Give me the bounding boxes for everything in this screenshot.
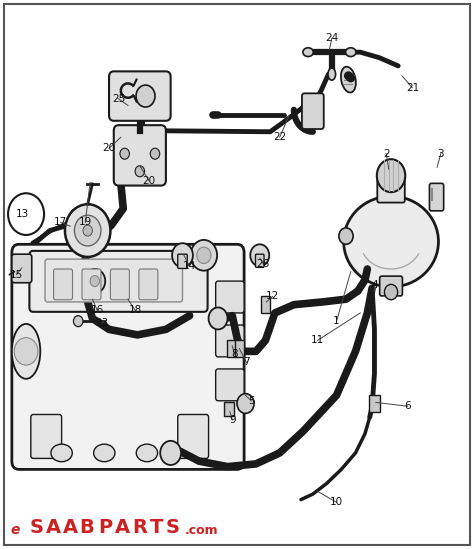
FancyBboxPatch shape — [12, 254, 32, 283]
Ellipse shape — [344, 196, 438, 287]
Text: .com: .com — [184, 524, 218, 537]
Ellipse shape — [303, 48, 313, 57]
FancyBboxPatch shape — [429, 183, 444, 211]
Circle shape — [136, 85, 155, 107]
Circle shape — [84, 269, 105, 293]
Circle shape — [250, 244, 269, 266]
Circle shape — [90, 276, 100, 287]
Text: 14: 14 — [183, 261, 196, 271]
Circle shape — [384, 284, 398, 300]
Circle shape — [65, 204, 110, 257]
Text: 9: 9 — [229, 415, 236, 425]
Circle shape — [14, 338, 38, 365]
FancyBboxPatch shape — [224, 402, 234, 417]
FancyBboxPatch shape — [261, 296, 270, 313]
FancyBboxPatch shape — [227, 340, 236, 357]
Circle shape — [191, 240, 217, 271]
Text: B: B — [79, 518, 94, 537]
FancyBboxPatch shape — [216, 325, 244, 357]
Text: 2: 2 — [383, 149, 390, 159]
Text: A: A — [46, 518, 61, 537]
Text: 19: 19 — [79, 217, 92, 227]
FancyBboxPatch shape — [178, 254, 187, 268]
Text: T: T — [150, 518, 163, 537]
Circle shape — [120, 148, 129, 159]
Text: S: S — [166, 518, 180, 537]
FancyBboxPatch shape — [216, 281, 244, 313]
Circle shape — [160, 441, 181, 465]
FancyBboxPatch shape — [369, 395, 380, 412]
Ellipse shape — [137, 444, 157, 462]
Text: 8: 8 — [231, 349, 238, 359]
Text: 10: 10 — [330, 497, 343, 507]
FancyBboxPatch shape — [216, 369, 244, 401]
Ellipse shape — [94, 444, 115, 462]
Text: 11: 11 — [311, 335, 324, 345]
Text: 16: 16 — [91, 305, 104, 315]
Text: 25: 25 — [112, 94, 125, 104]
Text: 12: 12 — [266, 292, 279, 301]
Text: 7: 7 — [243, 357, 250, 367]
Text: 4: 4 — [371, 281, 378, 290]
Circle shape — [73, 316, 83, 327]
Text: 20: 20 — [102, 143, 116, 153]
FancyBboxPatch shape — [302, 93, 324, 129]
Text: 13: 13 — [16, 209, 29, 219]
Circle shape — [83, 225, 92, 236]
Text: 24: 24 — [325, 33, 338, 43]
Ellipse shape — [51, 444, 72, 462]
Text: 20: 20 — [143, 176, 156, 186]
Text: 1: 1 — [333, 316, 340, 326]
Text: 17: 17 — [54, 217, 67, 227]
Text: 3: 3 — [438, 149, 444, 159]
Circle shape — [197, 247, 211, 264]
Ellipse shape — [341, 66, 356, 93]
FancyBboxPatch shape — [235, 340, 244, 357]
FancyBboxPatch shape — [380, 276, 402, 296]
Circle shape — [237, 394, 254, 413]
FancyBboxPatch shape — [139, 269, 158, 300]
Text: 23: 23 — [95, 318, 109, 328]
FancyBboxPatch shape — [29, 251, 208, 312]
Text: A: A — [115, 518, 130, 537]
Text: 6: 6 — [404, 401, 411, 411]
Text: 15: 15 — [10, 270, 23, 279]
Ellipse shape — [328, 68, 336, 80]
Text: A: A — [63, 518, 78, 537]
Circle shape — [150, 148, 160, 159]
FancyBboxPatch shape — [255, 254, 264, 267]
Text: 5: 5 — [248, 396, 255, 406]
Circle shape — [172, 243, 193, 267]
Text: 18: 18 — [128, 305, 142, 315]
Circle shape — [135, 166, 145, 177]
Text: e: e — [10, 523, 20, 537]
FancyBboxPatch shape — [45, 259, 182, 302]
FancyBboxPatch shape — [109, 71, 171, 121]
Ellipse shape — [346, 48, 356, 57]
FancyBboxPatch shape — [31, 414, 62, 458]
FancyBboxPatch shape — [82, 269, 101, 300]
Text: P: P — [98, 518, 112, 537]
Text: 26: 26 — [256, 259, 270, 268]
Text: S: S — [29, 518, 44, 537]
Ellipse shape — [12, 324, 40, 379]
Text: 22: 22 — [273, 132, 286, 142]
Circle shape — [339, 228, 353, 244]
FancyBboxPatch shape — [12, 244, 244, 469]
Text: 21: 21 — [406, 83, 419, 93]
FancyBboxPatch shape — [110, 269, 129, 300]
FancyBboxPatch shape — [54, 269, 73, 300]
Circle shape — [209, 307, 228, 329]
FancyBboxPatch shape — [377, 179, 405, 203]
FancyBboxPatch shape — [178, 414, 209, 458]
FancyBboxPatch shape — [114, 125, 166, 186]
Text: R: R — [133, 518, 148, 537]
Circle shape — [377, 159, 405, 192]
Circle shape — [74, 215, 101, 246]
